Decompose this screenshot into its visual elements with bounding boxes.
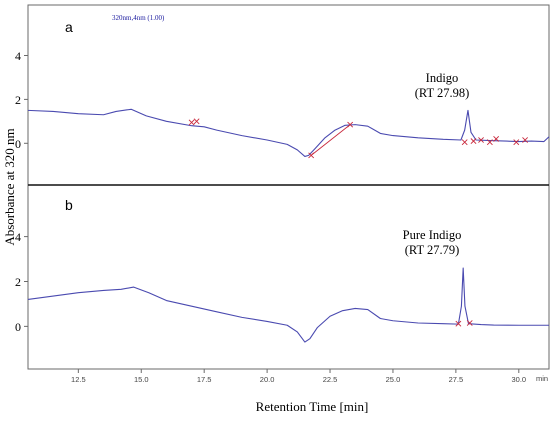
x-tick-label: 15.0	[134, 375, 149, 384]
x-tick-label: 12.5	[71, 375, 86, 384]
annotation-indigo-line1: Indigo	[426, 71, 459, 85]
trace-panel-a	[27, 108, 550, 158]
y-tick-label-panel-b: 4	[15, 230, 21, 244]
integration-marker-panel-a	[513, 139, 520, 146]
y-tick-label-panel-a: 2	[15, 93, 21, 107]
integration-marker-panel-a	[470, 138, 477, 145]
x-tick-label: 30.0	[511, 375, 526, 384]
trace-panel-b	[27, 267, 549, 343]
integration-marker-panel-b	[466, 320, 473, 326]
chart-marks-layer: 12.5 15.0 17.5 20.0 22.5 25.0 27.5 30.0 0 2 4 0 2 4	[15, 49, 550, 384]
x-tick-label: 17.5	[197, 375, 212, 384]
annotation-pure-indigo-line1: Pure Indigo	[403, 228, 462, 242]
detector-label: 320nm,4nm (1.00)	[112, 14, 165, 22]
integration-marker-panel-a	[522, 137, 529, 143]
annotation-indigo-line2: (RT 27.98)	[415, 86, 470, 100]
panel-a-label: a	[65, 19, 73, 35]
y-tick-label-panel-a: 0	[15, 137, 21, 151]
integration-baseline-panel-a	[310, 124, 351, 156]
x-axis-title: Retention Time [min]	[256, 399, 369, 414]
integration-marker-panel-a	[461, 139, 468, 146]
integration-marker-panel-b	[455, 320, 462, 327]
panel-b-label: b	[65, 197, 73, 213]
y-axis-title: Absorbance at 320 nm	[2, 128, 17, 245]
x-tick-label: 25.0	[386, 375, 401, 384]
annotation-pure-indigo-line2: (RT 27.79)	[405, 243, 460, 257]
x-tick-label: 20.0	[260, 375, 275, 384]
x-unit-label: min	[536, 374, 548, 383]
integration-marker-panel-a	[486, 139, 493, 146]
y-tick-label-panel-b: 2	[15, 275, 21, 289]
y-tick-label-panel-b: 0	[15, 320, 21, 334]
integration-marker-panel-a	[193, 118, 200, 125]
integration-marker-panel-a	[347, 121, 354, 128]
integration-marker-panel-a	[493, 135, 500, 142]
integration-marker-panel-a	[188, 119, 195, 126]
integration-marker-panel-a	[478, 137, 484, 143]
integration-marker-panel-a	[308, 152, 315, 159]
x-tick-label: 27.5	[449, 375, 464, 384]
plot-frame	[27, 4, 550, 370]
x-tick-label: 22.5	[323, 375, 338, 384]
y-tick-label-panel-a: 4	[15, 49, 21, 63]
